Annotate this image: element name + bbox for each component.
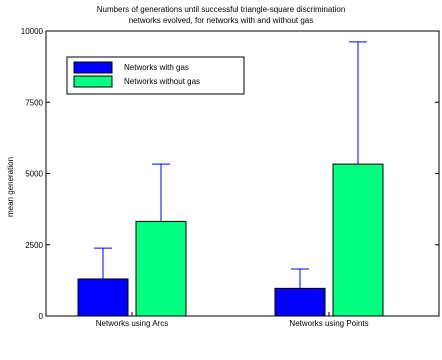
y-tick-label: 5000 — [25, 170, 43, 179]
y-tick-label: 10000 — [21, 27, 44, 36]
bar — [135, 220, 187, 317]
legend-entry-label: Networks without gas — [124, 77, 200, 86]
x-category-label: Networks using Points — [289, 319, 368, 328]
chart-title-line-1: Numbers of generations until successful … — [97, 5, 346, 14]
bar — [77, 278, 129, 317]
legend-swatch — [73, 75, 113, 88]
legend: Networks with gas Networks without gas — [66, 56, 245, 95]
bar — [332, 163, 384, 317]
plot-area: 0 2500 5000 7500 10000 Networks using Arcs Net… — [21, 27, 439, 328]
plot-frame — [45, 30, 440, 317]
x-category-label: Networks using Arcs — [96, 319, 168, 328]
chart-title-line-2: networks evolved, for networks with and … — [129, 16, 314, 25]
y-tick-label: 2500 — [25, 241, 43, 250]
legend-swatch — [73, 61, 113, 74]
y-axis-label: mean generation — [6, 157, 15, 217]
y-tick-label: 7500 — [25, 98, 43, 107]
y-tick-label: 0 — [39, 312, 44, 321]
legend-entry-label: Networks with gas — [124, 63, 189, 72]
bar — [274, 287, 326, 317]
chart-title: Numbers of generations until successful … — [97, 5, 346, 25]
